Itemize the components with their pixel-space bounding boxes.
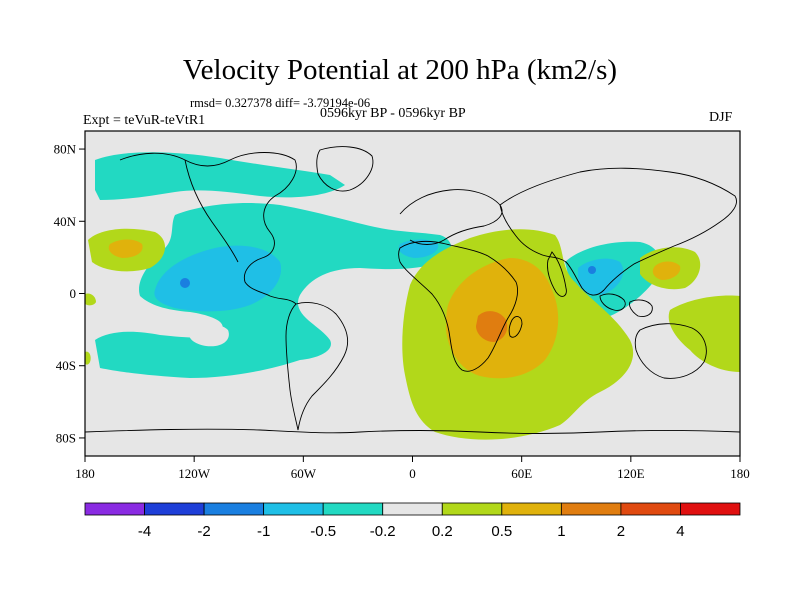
colorbar-label: 1 bbox=[557, 523, 565, 540]
colorbar-label: -0.5 bbox=[310, 523, 336, 540]
y-tick-label: 80N bbox=[54, 142, 77, 157]
y-tick-label: 40S bbox=[56, 358, 76, 373]
contour-neg-americas bbox=[95, 203, 452, 378]
colorbar-label: -1 bbox=[257, 523, 270, 540]
y-tick-label: 80S bbox=[56, 430, 76, 445]
colorbar-label: -0.2 bbox=[370, 523, 396, 540]
contour-pos-edge-west bbox=[85, 293, 96, 306]
y-axis-ticks: 80N 40N 0 40S 80S bbox=[54, 142, 85, 445]
colorbar-swatch bbox=[263, 502, 324, 516]
contour-neg-core bbox=[180, 278, 190, 288]
colorbar-swatch bbox=[84, 502, 145, 516]
colorbar-label: 0.5 bbox=[491, 523, 512, 540]
contour-neg-mid-pacific bbox=[154, 245, 282, 312]
colorbar-swatch bbox=[560, 502, 622, 516]
colorbar-swatch bbox=[441, 502, 503, 516]
coastlines bbox=[85, 146, 740, 434]
colorbar-swatch bbox=[620, 502, 681, 516]
experiment-label: Expt = teVuR-teVtR1 bbox=[83, 113, 206, 128]
colorbar-swatch bbox=[680, 502, 741, 516]
contour-pos-edge-west-2 bbox=[85, 351, 91, 365]
x-tick-label: 180 bbox=[75, 466, 95, 481]
colorbar-label: 2 bbox=[617, 523, 625, 540]
season-label: DJF bbox=[709, 110, 733, 125]
contour-neg-core-2 bbox=[588, 266, 596, 274]
colorbar-swatch bbox=[144, 502, 205, 516]
colorbar-swatch bbox=[501, 502, 562, 516]
colorbar-swatch bbox=[203, 502, 265, 516]
colorbar-label: 0.2 bbox=[432, 523, 453, 540]
colorbar: -4 -2 -1 -0.5 -0.2 0.2 0.5 1 2 4 bbox=[84, 502, 741, 540]
x-tick-label: 120W bbox=[178, 466, 211, 481]
contour-pos-south-pacific bbox=[668, 295, 740, 372]
y-tick-label: 40N bbox=[54, 214, 77, 229]
contour-neg-north-atlantic bbox=[95, 152, 345, 200]
x-tick-label: 60E bbox=[511, 466, 532, 481]
contour-pos-mid-pacific bbox=[108, 239, 143, 258]
period-label: 0596kyr BP - 0596kyr BP bbox=[320, 106, 466, 121]
colorbar-swatch bbox=[382, 502, 443, 516]
colorbar-label: 4 bbox=[676, 523, 684, 540]
x-tick-label: 0 bbox=[409, 466, 416, 481]
colorbar-label: -2 bbox=[197, 523, 210, 540]
contour-pos-mid-west-pacific bbox=[652, 261, 681, 280]
stats-text: rmsd= 0.327378 diff= -3.79194e-06 bbox=[190, 96, 371, 110]
y-tick-label: 0 bbox=[70, 286, 77, 301]
colorbar-swatch bbox=[322, 502, 384, 516]
x-tick-label: 60W bbox=[291, 466, 317, 481]
map-title: Velocity Potential at 200 hPa (km2/s) bbox=[182, 54, 618, 86]
x-tick-label: 180 bbox=[730, 466, 750, 481]
contour-pos-strong-core bbox=[476, 311, 508, 342]
x-axis-ticks: 180 120W 60W 0 60E 120E 180 bbox=[75, 456, 750, 481]
x-tick-label: 120E bbox=[617, 466, 645, 481]
colorbar-label: -4 bbox=[138, 523, 151, 540]
contour-zero-hole bbox=[188, 324, 229, 347]
